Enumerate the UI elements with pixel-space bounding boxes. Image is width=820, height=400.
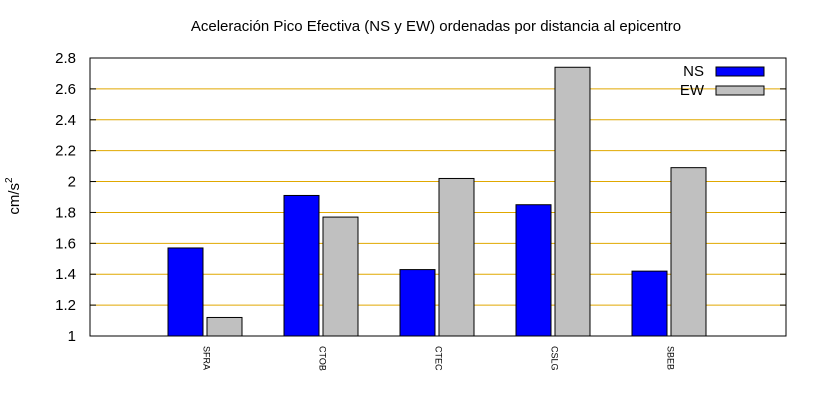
bar-ew-ctob (322, 216, 359, 337)
category-label: SBEB (666, 346, 676, 370)
category-label: SFRA (202, 346, 212, 370)
x-tick-label-cslg: CSLG (550, 346, 560, 371)
x-tick-label-ctec: CTEC (434, 346, 444, 371)
x-tick-label-ctob: CTOB (318, 346, 328, 371)
bar-ns-ctec (399, 269, 436, 337)
axes (89, 57, 787, 337)
bar-ns-sbeb (631, 270, 668, 337)
y-axis-label-exponent: 2 (4, 177, 15, 183)
x-tick-label-sbeb: SBEB (666, 346, 676, 370)
category-label: CSLG (550, 346, 560, 371)
y-tick-label: 2.4 (55, 112, 76, 129)
grid-lines (90, 88, 786, 306)
bar-ew-sfra (206, 316, 243, 337)
y-tick-label: 1.8 (55, 204, 76, 221)
legend-label-ew: EW (680, 82, 705, 99)
y-tick-label: 1 (68, 328, 76, 345)
x-tick-labels: SFRA CTOB CTEC CSLG SBEB (202, 346, 676, 371)
bar-ew-ctec (438, 177, 475, 337)
plot-frame (89, 57, 787, 337)
y-tick-label: 2.8 (55, 50, 76, 67)
y-tick-label: 1.6 (55, 235, 76, 252)
legend-swatch-ew (715, 85, 765, 96)
y-axis-label-unit: cm/s (6, 183, 23, 215)
bar-ew-cslg (554, 66, 591, 337)
y-tick-label: 1.4 (55, 266, 76, 283)
x-tick-label-sfra: SFRA (202, 346, 212, 370)
bar-ns-ctob (283, 194, 320, 337)
bars (167, 66, 707, 337)
legend-label-ns: NS (683, 63, 704, 80)
bar-ns-cslg (515, 204, 552, 337)
y-axis-label: cm/s2 (4, 177, 23, 215)
y-tick-label: 1.2 (55, 297, 76, 314)
chart-title: Aceleración Pico Efectiva (NS y EW) orde… (191, 18, 681, 35)
y-tick-label: 2 (68, 174, 76, 191)
y-ticks: 1 1.2 1.4 1.6 1.8 2 2.2 2.4 2.6 2.8 (55, 50, 786, 345)
bar-ns-sfra (167, 247, 204, 337)
category-label: CTEC (434, 346, 444, 371)
legend: NS EW (680, 63, 765, 99)
bar-ew-sbeb (670, 167, 707, 337)
svg-text:cm/s2: cm/s2 (4, 177, 23, 215)
category-label: CTOB (318, 346, 328, 371)
y-tick-label: 2.6 (55, 81, 76, 98)
y-tick-label: 2.2 (55, 143, 76, 160)
legend-swatch-ns (715, 66, 765, 77)
